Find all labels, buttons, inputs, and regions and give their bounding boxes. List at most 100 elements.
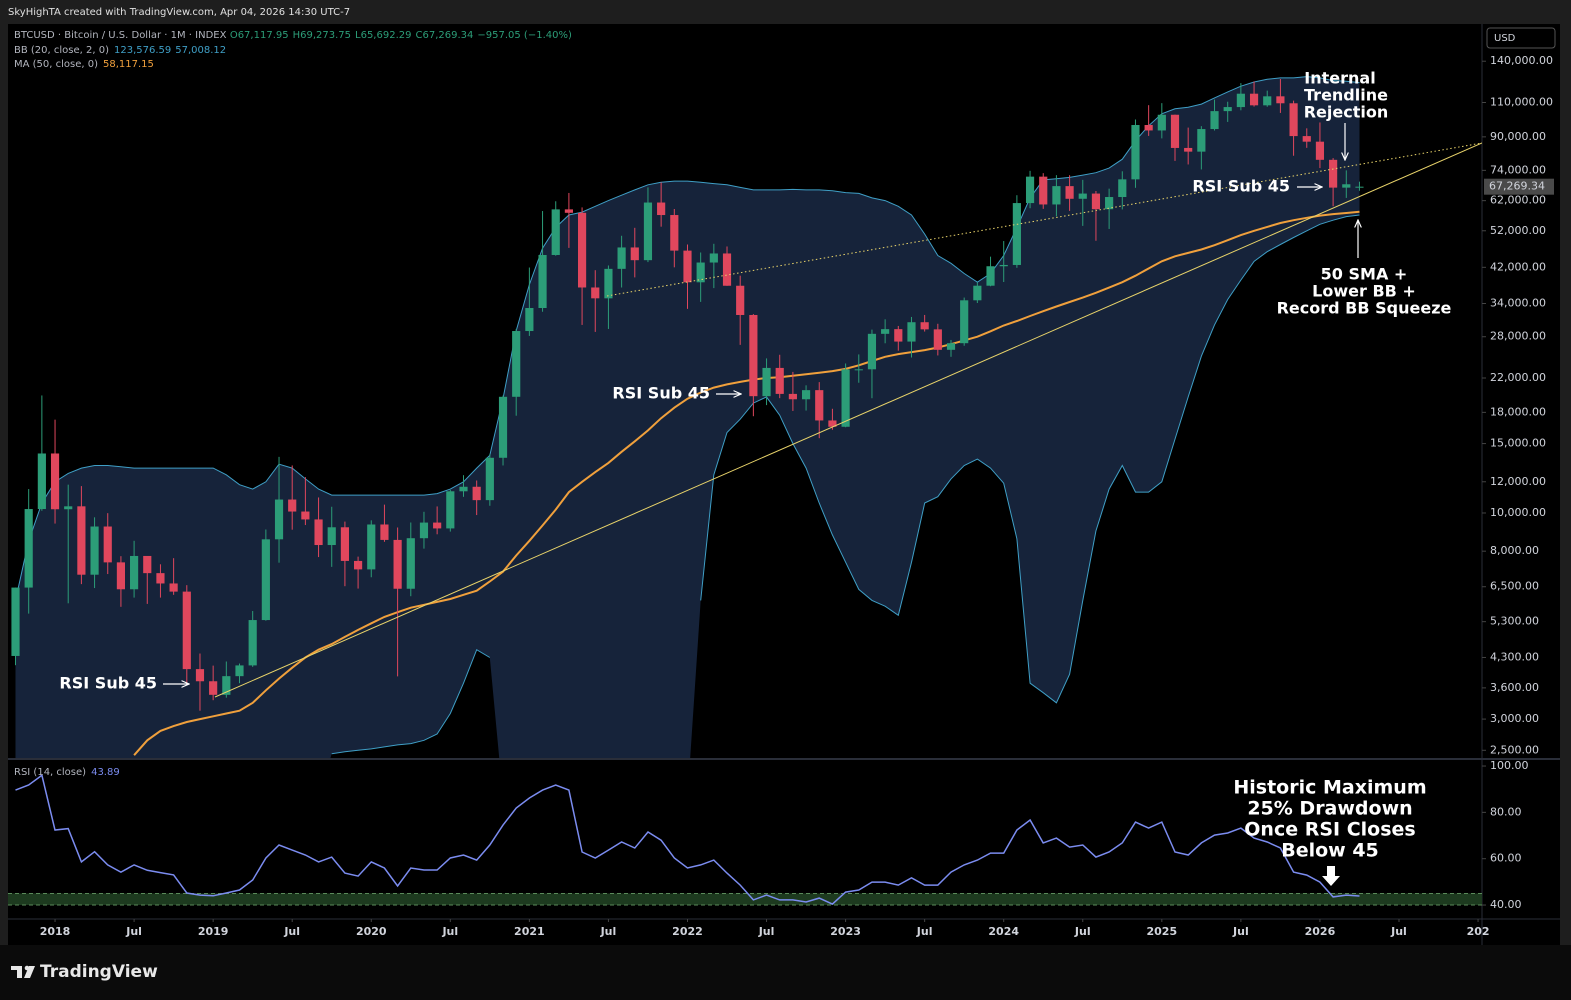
annotations: Internal Trendline Rejection RSI Sub 45 … bbox=[59, 69, 1452, 886]
price-label: 67,269.34 bbox=[1489, 180, 1545, 193]
x-tick-label: 2024 bbox=[988, 925, 1019, 938]
y-tick-label: 5,300.00 bbox=[1490, 615, 1539, 628]
candle-body bbox=[130, 555, 139, 590]
candle-body bbox=[1249, 93, 1259, 106]
candle-body bbox=[406, 538, 415, 589]
price-label-box bbox=[1484, 178, 1554, 195]
bb-label: BB (20, close, 2, 0) bbox=[14, 45, 109, 56]
candle-body bbox=[867, 333, 877, 370]
candle-body bbox=[551, 209, 560, 255]
candle-body bbox=[986, 266, 995, 286]
y-tick-label: 110,000.00 bbox=[1490, 96, 1553, 109]
candle-body bbox=[1091, 193, 1101, 210]
candle-body bbox=[788, 393, 797, 400]
y-tick-label: 80.00 bbox=[1490, 805, 1522, 818]
brand-name: TradingView bbox=[40, 962, 158, 982]
currency-box[interactable] bbox=[1486, 27, 1556, 49]
annotation: RSI Sub 45 bbox=[612, 384, 710, 403]
candle-body bbox=[1289, 103, 1298, 137]
candle-body bbox=[643, 202, 653, 261]
brand-logo bbox=[24, 965, 30, 971]
candle-body bbox=[881, 329, 890, 334]
candle-body bbox=[1184, 147, 1193, 152]
candle-body bbox=[314, 519, 323, 546]
candle-body bbox=[50, 453, 60, 510]
candle-body bbox=[90, 526, 99, 575]
candle-body bbox=[920, 322, 929, 330]
candle-body bbox=[762, 367, 771, 397]
candle-body bbox=[1236, 93, 1245, 108]
change: −957.05 (−1.40%) bbox=[477, 30, 572, 41]
rsi-line bbox=[15, 774, 1360, 905]
legend-line: BTCUSD · Bitcoin / U.S. Dollar · 1M · IN… bbox=[14, 30, 572, 41]
symbol-title: BTCUSD · Bitcoin / U.S. Dollar · 1M · IN… bbox=[14, 30, 227, 41]
ohlc: H69,273.75 bbox=[293, 30, 351, 41]
annotation: 50 SMA + bbox=[1321, 265, 1408, 284]
annotation: Historic Maximum bbox=[1233, 777, 1426, 799]
candle-body bbox=[235, 665, 244, 677]
legend-line: RSI (14, close) 43.89 bbox=[14, 767, 120, 778]
candle-body bbox=[512, 331, 521, 397]
y-tick-label: 100.00 bbox=[1490, 759, 1529, 772]
x-tick-label: 2023 bbox=[830, 925, 861, 938]
candle-body bbox=[367, 524, 376, 570]
trendline bbox=[214, 142, 1482, 698]
legend-line: MA (50, close, 0) 58,117.15 bbox=[14, 59, 154, 70]
candle-body bbox=[64, 506, 73, 510]
y-tick-label: 2,500.00 bbox=[1490, 743, 1539, 756]
candle-body bbox=[195, 669, 205, 682]
candle-body bbox=[77, 506, 86, 575]
candle-body bbox=[1105, 197, 1114, 210]
candle-body bbox=[577, 212, 587, 288]
bb-value: 57,008.12 bbox=[175, 45, 226, 56]
currency[interactable]: USD bbox=[1494, 33, 1516, 44]
candle-body bbox=[485, 457, 494, 501]
rsi-band bbox=[8, 893, 1482, 906]
candle-body bbox=[261, 539, 270, 621]
candle-body bbox=[709, 253, 718, 263]
credit: SkyHighTA created with TradingView.com, … bbox=[8, 7, 350, 18]
x-tick-label: Jul bbox=[916, 925, 933, 938]
candle-body bbox=[419, 522, 429, 539]
candle-body bbox=[1355, 186, 1364, 188]
x-tick-label: Jul bbox=[758, 925, 775, 938]
candle-body bbox=[538, 254, 547, 309]
annotation: Lower BB + bbox=[1312, 282, 1416, 301]
candle-body bbox=[564, 209, 573, 213]
candle-body bbox=[801, 390, 811, 400]
candle-body bbox=[894, 329, 903, 342]
candle-body bbox=[301, 511, 310, 520]
candle-body bbox=[525, 308, 534, 332]
candle-body bbox=[946, 343, 956, 350]
candle-body bbox=[340, 527, 349, 561]
y-tick-label: 34,000.00 bbox=[1490, 296, 1546, 309]
candle-body bbox=[433, 522, 442, 529]
candle-body bbox=[1157, 114, 1166, 131]
candle-body bbox=[617, 247, 626, 269]
y-tick-label: 28,000.00 bbox=[1490, 330, 1546, 343]
candle-body bbox=[1012, 203, 1021, 265]
x-tick-label: 2026 bbox=[1305, 925, 1336, 938]
y-tick-label: 140,000.00 bbox=[1490, 54, 1553, 67]
candle-body bbox=[1210, 111, 1219, 130]
x-tick-label: 202 bbox=[1467, 925, 1490, 938]
candle-body bbox=[749, 314, 758, 397]
y-tick-label: 3,000.00 bbox=[1490, 712, 1539, 725]
trendline-dotted bbox=[606, 142, 1482, 297]
candle-body bbox=[973, 285, 982, 301]
ohlc: C67,269.34 bbox=[415, 30, 473, 41]
candle-body bbox=[841, 369, 850, 427]
y-tick-label: 62,000.00 bbox=[1490, 194, 1546, 207]
candle-body bbox=[288, 499, 297, 512]
ohlc: O67,117.95 bbox=[230, 30, 289, 41]
candle-body bbox=[1118, 179, 1127, 198]
bb-value: 123,576.59 bbox=[114, 45, 171, 56]
ohlc: L65,692.29 bbox=[355, 30, 411, 41]
x-tick-label: 2025 bbox=[1147, 925, 1178, 938]
annotation: Once RSI Closes bbox=[1244, 819, 1415, 841]
candle-body bbox=[591, 287, 600, 299]
y-tick-label: 12,000.00 bbox=[1490, 475, 1546, 488]
candle-body bbox=[604, 268, 613, 299]
